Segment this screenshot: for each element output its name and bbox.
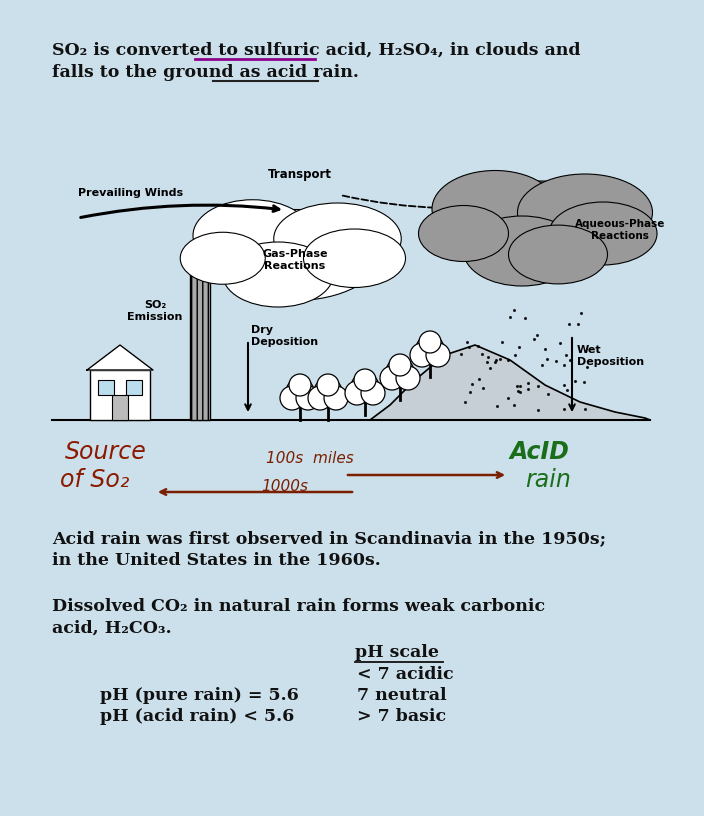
Text: falls to the ground as acid rain.: falls to the ground as acid rain. xyxy=(52,64,359,81)
Ellipse shape xyxy=(418,206,508,261)
Text: pH scale: pH scale xyxy=(355,644,439,661)
Text: pH (acid rain) < 5.6: pH (acid rain) < 5.6 xyxy=(100,708,294,725)
Circle shape xyxy=(317,374,339,396)
Text: Dissolved CO₂ in natural rain forms weak carbonic: Dissolved CO₂ in natural rain forms weak… xyxy=(52,598,545,615)
Circle shape xyxy=(419,331,441,353)
Text: 1000s: 1000s xyxy=(261,479,308,494)
Text: Aqueous-Phase
Reactions: Aqueous-Phase Reactions xyxy=(574,220,665,241)
Circle shape xyxy=(296,386,320,410)
Polygon shape xyxy=(87,345,153,370)
Circle shape xyxy=(426,343,450,367)
Text: Acid rain was first observed in Scandinavia in the 1950s;: Acid rain was first observed in Scandina… xyxy=(52,530,606,547)
Text: SO₂
Emission: SO₂ Emission xyxy=(127,300,182,322)
Circle shape xyxy=(289,374,311,396)
Circle shape xyxy=(345,381,369,405)
Circle shape xyxy=(416,335,444,363)
Text: Wet
Deposition: Wet Deposition xyxy=(577,345,644,366)
Text: pH (pure rain) = 5.6: pH (pure rain) = 5.6 xyxy=(100,687,298,704)
Bar xyxy=(190,270,210,420)
Circle shape xyxy=(361,381,385,405)
Ellipse shape xyxy=(210,210,380,300)
Text: Transport: Transport xyxy=(268,168,332,181)
Text: Source: Source xyxy=(65,440,146,464)
Text: of So₂: of So₂ xyxy=(60,468,130,492)
Polygon shape xyxy=(370,345,650,420)
Text: acid, H₂CO₃.: acid, H₂CO₃. xyxy=(52,620,172,637)
Circle shape xyxy=(286,378,314,406)
Ellipse shape xyxy=(432,171,558,247)
Text: Prevailing Winds: Prevailing Winds xyxy=(78,188,183,198)
Text: Gas-Phase
Reactions: Gas-Phase Reactions xyxy=(263,249,328,271)
Ellipse shape xyxy=(450,181,630,279)
Circle shape xyxy=(386,358,414,386)
Text: 7 neutral: 7 neutral xyxy=(357,687,446,704)
Circle shape xyxy=(280,386,304,410)
Circle shape xyxy=(354,369,376,391)
Text: AcID: AcID xyxy=(510,440,570,464)
Ellipse shape xyxy=(180,233,265,284)
Circle shape xyxy=(324,386,348,410)
Ellipse shape xyxy=(303,229,406,287)
Ellipse shape xyxy=(193,200,312,271)
Ellipse shape xyxy=(517,174,653,251)
Circle shape xyxy=(308,386,332,410)
Circle shape xyxy=(380,366,404,390)
Ellipse shape xyxy=(463,216,581,286)
Circle shape xyxy=(351,373,379,401)
Text: 100s  miles: 100s miles xyxy=(266,451,354,466)
Ellipse shape xyxy=(508,225,608,284)
Text: in the United States in the 1960s.: in the United States in the 1960s. xyxy=(52,552,381,569)
Circle shape xyxy=(389,354,411,376)
Ellipse shape xyxy=(549,202,657,265)
Bar xyxy=(112,395,128,420)
Circle shape xyxy=(410,343,434,367)
Circle shape xyxy=(314,378,342,406)
Text: rain: rain xyxy=(525,468,571,492)
Bar xyxy=(126,380,142,395)
Text: < 7 acidic: < 7 acidic xyxy=(357,666,453,683)
Bar xyxy=(90,370,150,420)
Text: SO₂ is converted to sulfuric acid, H₂SO₄, in clouds and: SO₂ is converted to sulfuric acid, H₂SO₄… xyxy=(52,42,581,59)
Text: Dry
Deposition: Dry Deposition xyxy=(251,325,318,347)
Text: > 7 basic: > 7 basic xyxy=(357,708,446,725)
Ellipse shape xyxy=(222,242,333,307)
Ellipse shape xyxy=(274,203,401,274)
Circle shape xyxy=(396,366,420,390)
Bar xyxy=(98,380,114,395)
